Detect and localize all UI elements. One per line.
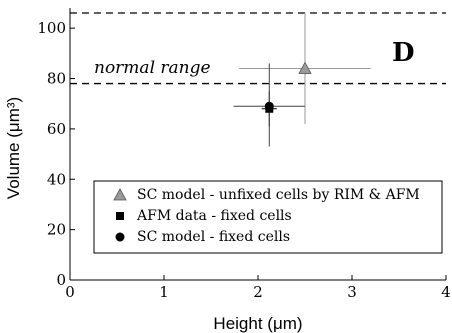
x-tick-label: 4 [441,283,451,301]
panel-label: D [392,38,415,68]
x-tick-label: 1 [159,283,169,301]
y-tick-label: 40 [47,170,66,188]
legend-label: SC model - unfixed cells by RIM & AFM [137,187,420,203]
legend-label: SC model - fixed cells [137,229,290,245]
triangle-marker [298,61,312,74]
y-tick-label: 20 [47,221,66,239]
triangle-marker [113,188,127,201]
circle-marker [264,101,274,111]
legend: SC model - unfixed cells by RIM & AFM AFM… [93,180,443,254]
y-axis-title: Volume (μm³) [4,97,23,199]
data-markers [264,61,312,113]
normal-range-label: normal range [94,58,211,78]
square-marker [116,212,124,220]
x-tick-label: 2 [253,283,263,301]
axes: 0 20 40 60 80 100 0 1 2 3 4 [37,8,451,301]
reference-lines [70,12,446,85]
y-tick-label: 60 [47,120,66,138]
circle-marker [115,232,125,242]
error-bars [233,13,371,147]
x-tick-label: 3 [347,283,357,301]
y-tick-label: 80 [47,70,66,88]
y-tick-label: 0 [56,271,66,289]
x-tick-label: 0 [65,283,75,301]
x-axis-title: Height (μm) [213,314,302,333]
legend-box [93,180,443,254]
y-tick-label: 100 [37,19,66,37]
legend-label: AFM data - fixed cells [136,208,292,224]
